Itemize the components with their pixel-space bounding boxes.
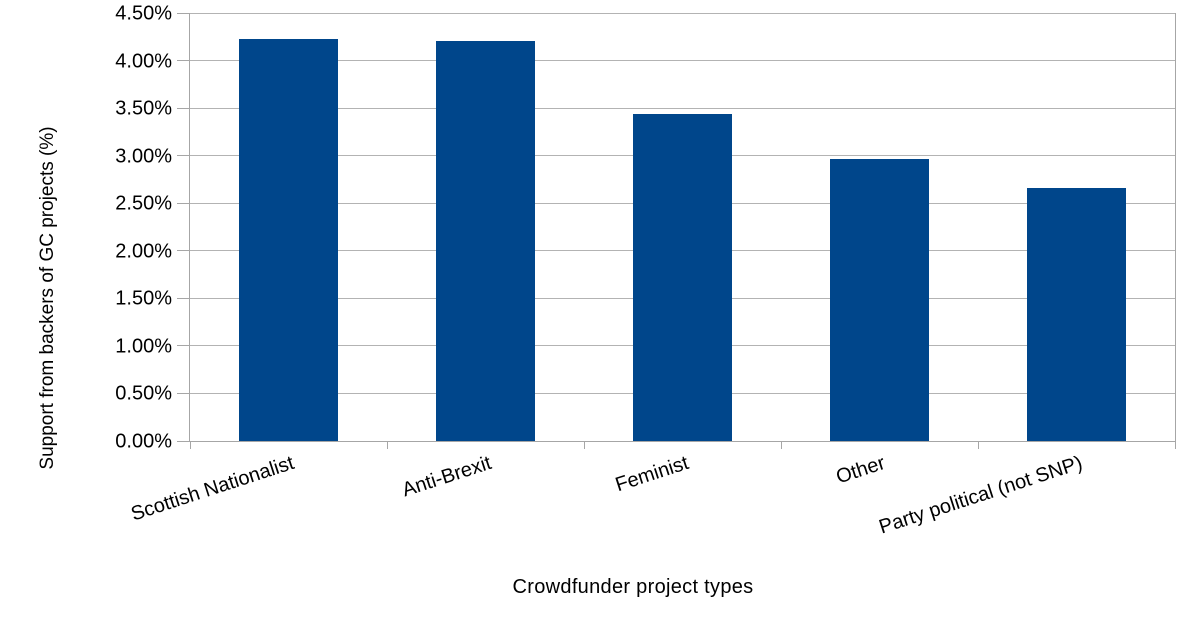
y-axis-tick: [177, 297, 190, 299]
y-axis-tick-label: 3.00%: [115, 145, 172, 168]
x-axis-category-label: Anti-Brexit: [399, 452, 495, 502]
gridline: [190, 60, 1175, 62]
bar: [239, 38, 338, 441]
x-axis-title: Crowdfunder project types: [512, 576, 754, 598]
x-axis-category-label: Feminist: [612, 452, 692, 497]
y-axis-tick: [177, 12, 190, 14]
bar: [1027, 188, 1126, 441]
y-axis-tick-label: 2.00%: [115, 240, 172, 263]
x-axis-category-label: Scottish Nationalist: [128, 452, 298, 526]
x-axis-category-label: Other: [833, 452, 889, 489]
y-axis-tick: [177, 392, 190, 394]
y-axis-tick-label: 0.50%: [115, 382, 172, 405]
y-axis-tick-label: 2.50%: [115, 192, 172, 215]
y-axis-tick-label: 4.50%: [115, 2, 172, 25]
x-axis-tick: [977, 441, 979, 449]
y-axis-line: [189, 13, 190, 441]
y-axis-tick: [177, 250, 190, 252]
y-axis-tick: [177, 107, 190, 109]
x-axis-tick: [189, 441, 191, 449]
y-axis-tick: [177, 202, 190, 204]
y-axis-tick: [177, 60, 190, 62]
x-axis-tick: [780, 441, 782, 449]
bar: [633, 113, 732, 441]
x-axis-tick: [386, 441, 388, 449]
y-axis-tick: [177, 345, 190, 347]
y-axis-tick-label: 4.00%: [115, 50, 172, 73]
x-axis-tick: [583, 441, 585, 449]
x-axis-line: [190, 440, 1175, 442]
y-axis-tick: [177, 155, 190, 157]
gridline: [190, 107, 1175, 109]
x-axis-category-label: Party political (not SNP): [876, 452, 1086, 539]
y-axis-tick: [177, 440, 190, 442]
bar: [830, 158, 929, 441]
y-axis-tick-label: 1.00%: [115, 335, 172, 358]
bar: [436, 40, 535, 441]
gridline: [190, 12, 1175, 14]
x-axis-tick: [1174, 441, 1176, 449]
plot-right-border: [1175, 13, 1176, 441]
y-axis-tick-label: 3.50%: [115, 97, 172, 120]
y-axis-tick-label: 0.00%: [115, 430, 172, 453]
y-axis-tick-label: 1.50%: [115, 287, 172, 310]
